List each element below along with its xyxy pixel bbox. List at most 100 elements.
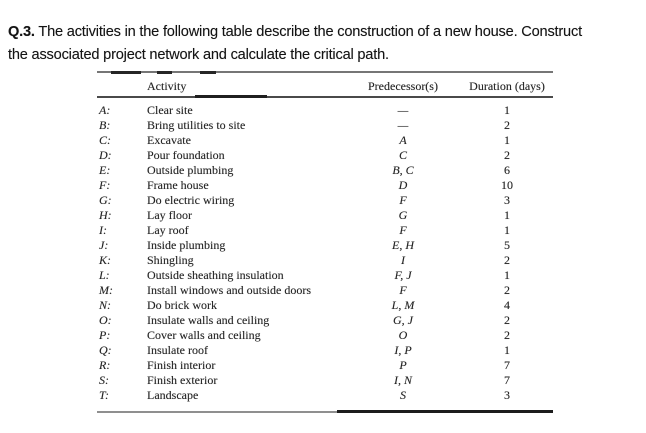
activity-duration: 4: [504, 298, 510, 312]
activity-predecessors: D: [398, 178, 408, 192]
activity-predecessors: O: [398, 328, 408, 342]
activity-code: S:: [99, 373, 109, 387]
table-row: J: Inside plumbing E, H 5: [97, 238, 553, 253]
table-bottom-rule: [97, 411, 553, 413]
table-row: E: Outside plumbing B, C 6: [97, 163, 553, 178]
question-line-1: The activities in the following table de…: [38, 23, 582, 40]
scan-artifact-dash: [337, 409, 553, 413]
activity-duration: 2: [504, 313, 510, 327]
activity-predecessors: F: [399, 283, 407, 297]
activity-name: Lay roof: [147, 223, 189, 237]
activity-name: Finish exterior: [147, 373, 218, 387]
table-header-row: Activity Predecessor(s) Duration (days): [97, 70, 553, 98]
activity-code: G:: [99, 193, 112, 207]
activity-duration: 1: [504, 223, 510, 237]
activity-predecessors: —: [397, 103, 409, 117]
activity-name: Shingling: [147, 253, 194, 267]
activity-name: Cover walls and ceiling: [147, 328, 261, 342]
question-text: Q.3. The activities in the following tab…: [8, 21, 644, 67]
table-row: C: Excavate A 1: [97, 133, 553, 148]
table-row: T: Landscape S 3: [97, 388, 553, 403]
table-row: I: Lay roof F 1: [97, 223, 553, 238]
activity-duration: 1: [504, 133, 510, 147]
activity-name: Outside sheathing insulation: [147, 268, 284, 282]
table-row: P: Cover walls and ceiling O 2: [97, 328, 553, 343]
col-header-activity: Activity: [147, 79, 187, 93]
table-top-rule: [97, 71, 553, 74]
activity-code: I:: [99, 223, 107, 237]
activity-duration: 2: [504, 148, 510, 162]
activity-predecessors: G, J: [393, 313, 413, 327]
table-row: L: Outside sheathing insulation F, J 1: [97, 268, 553, 283]
activity-predecessors: F: [399, 193, 407, 207]
activity-predecessors: I, N: [394, 373, 412, 387]
activity-name: Clear site: [147, 103, 193, 117]
table-header-rule: [97, 96, 553, 98]
activity-name: Do electric wiring: [147, 193, 235, 207]
activities-table: Activity Predecessor(s) Duration (days) …: [97, 70, 553, 416]
activity-duration: 7: [504, 358, 510, 372]
activity-duration: 1: [504, 343, 510, 357]
activity-name: Insulate roof: [147, 343, 208, 357]
table-row: F: Frame house D 10: [97, 178, 553, 193]
activity-name: Pour foundation: [147, 148, 225, 162]
activity-duration: 2: [504, 328, 510, 342]
scan-artifact-dash: [195, 95, 267, 98]
activity-name: Outside plumbing: [147, 163, 234, 177]
activity-duration: 1: [504, 103, 510, 117]
table-row: Q: Insulate roof I, P 1: [97, 343, 553, 358]
activity-name: Landscape: [147, 388, 199, 402]
activity-code: O:: [99, 313, 112, 327]
scan-artifact-dash: [200, 71, 216, 74]
table-row: S: Finish exterior I, N 7: [97, 373, 553, 388]
activity-predecessors: I: [401, 253, 405, 267]
table-row: N: Do brick work L, M 4: [97, 298, 553, 313]
activity-code: E:: [99, 163, 111, 177]
activity-predecessors: L, M: [391, 298, 415, 312]
activity-name: Finish interior: [147, 358, 216, 372]
activity-predecessors: C: [398, 148, 407, 162]
activity-predecessors: S: [400, 388, 406, 402]
activity-code: Q:: [99, 343, 112, 357]
activity-code: F:: [99, 178, 111, 192]
activity-predecessors: —: [397, 118, 409, 132]
activity-name: Bring utilities to site: [147, 118, 246, 132]
activity-name: Insulate walls and ceiling: [147, 313, 270, 327]
activity-predecessors: I, P: [394, 343, 412, 357]
activity-code: M:: [99, 283, 113, 297]
table-row: O: Insulate walls and ceiling G, J 2: [97, 313, 553, 328]
activity-code: P:: [99, 328, 111, 342]
activity-predecessors: E, H: [392, 238, 414, 252]
table-rows: A: Clear site — 1 B: Bring utilities to site —…: [97, 103, 553, 403]
activity-duration: 3: [504, 193, 510, 207]
table-row: G: Do electric wiring F 3: [97, 193, 553, 208]
activity-name: Lay floor: [147, 208, 192, 222]
activity-name: Frame house: [147, 178, 209, 192]
question-line-2: the associated project network and calcu…: [8, 46, 389, 63]
activity-duration: 1: [504, 208, 510, 222]
activity-code: R:: [99, 358, 111, 372]
activity-code: J:: [99, 238, 109, 252]
activity-code: A:: [99, 103, 111, 117]
activity-code: D:: [99, 148, 112, 162]
activity-duration: 3: [504, 388, 510, 402]
activity-code: H:: [99, 208, 112, 222]
activity-code: B:: [99, 118, 111, 132]
activity-duration: 2: [504, 253, 510, 267]
table-row: K: Shingling I 2: [97, 253, 553, 268]
question-number: Q.3.: [8, 23, 35, 40]
activity-name: Inside plumbing: [147, 238, 226, 252]
scan-artifact-dash: [157, 71, 172, 74]
table-row: B: Bring utilities to site — 2: [97, 118, 553, 133]
activity-code: N:: [99, 298, 111, 312]
table-row: A: Clear site — 1: [97, 103, 553, 118]
activity-predecessors: B, C: [392, 163, 414, 177]
activity-name: Do brick work: [147, 298, 217, 312]
activity-predecessors: F, J: [394, 268, 412, 282]
col-header-duration: Duration (days): [469, 79, 545, 93]
table-row: H: Lay floor G 1: [97, 208, 553, 223]
activity-code: L:: [99, 268, 110, 282]
activity-duration: 2: [504, 118, 510, 132]
table-row: D: Pour foundation C 2: [97, 148, 553, 163]
